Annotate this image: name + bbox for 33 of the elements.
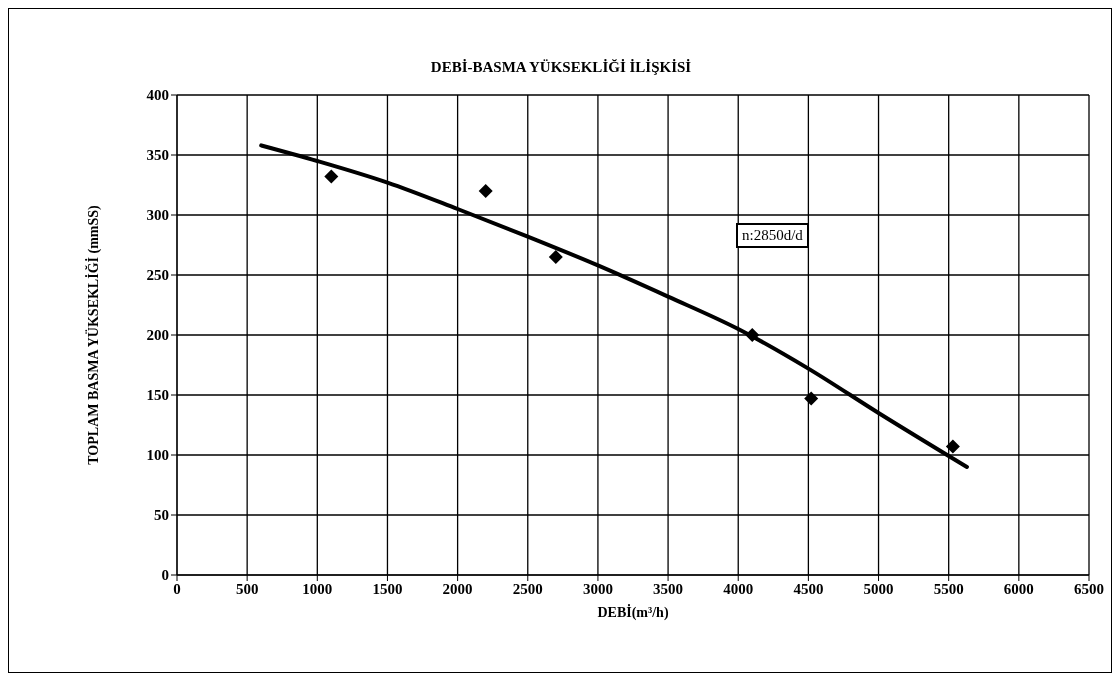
- x-tick-label: 3500: [653, 580, 684, 597]
- y-tick-label: 0: [161, 567, 169, 584]
- annotation: n:2850d/d: [736, 223, 809, 248]
- x-tick-label: 4500: [793, 580, 824, 597]
- y-tick-label: 200: [146, 327, 169, 344]
- y-axis-title: TOPLAM BASMA YÜKSEKLİĞİ (mmSS): [84, 204, 102, 465]
- x-tick-label: 500: [235, 580, 259, 597]
- y-tick-label: 50: [154, 507, 169, 524]
- x-tick-label: 6500: [1074, 580, 1104, 597]
- x-tick-label: 5000: [863, 580, 894, 597]
- x-tick-label: 4000: [723, 580, 754, 597]
- y-tick-label: 100: [146, 447, 169, 464]
- point: [945, 439, 960, 454]
- x-tick-label: 2000: [442, 580, 473, 597]
- x-tick-label: 5500: [933, 580, 964, 597]
- point: [745, 328, 760, 342]
- y-tick-label: 300: [146, 207, 169, 224]
- x-tick-label: 6000: [1003, 580, 1034, 597]
- point: [804, 391, 819, 406]
- x-tick-label: 1000: [302, 580, 333, 597]
- x-tick-label: 0: [173, 580, 181, 597]
- y-tick-label: 350: [146, 147, 169, 164]
- x-tick-label: 2500: [512, 580, 543, 597]
- x-tick-label: 3000: [582, 580, 613, 597]
- chart-title: DEBİ-BASMA YÜKSEKLİĞİ İLİŞKİSİ: [429, 59, 693, 76]
- point: [478, 184, 493, 198]
- y-tick-label: 150: [146, 387, 169, 404]
- x-axis-title: DEBİ(m³/h): [597, 604, 669, 621]
- y-tick-label: 250: [146, 267, 169, 284]
- point: [548, 250, 563, 264]
- point: [324, 169, 339, 184]
- y-tick-label: 400: [146, 87, 169, 104]
- x-tick-label: 1500: [372, 580, 403, 597]
